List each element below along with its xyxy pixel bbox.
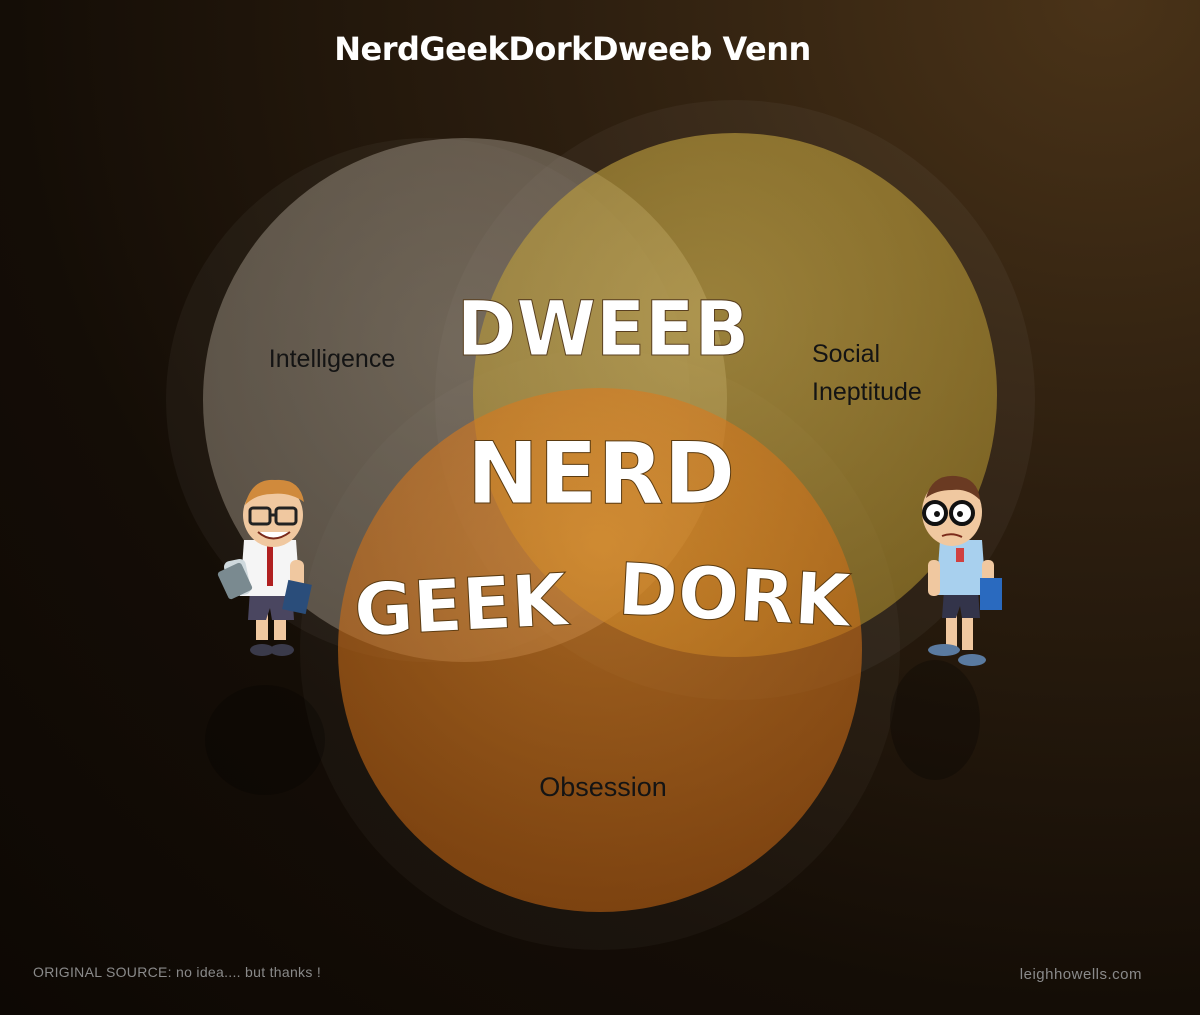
social-label-line2: Ineptitude — [812, 378, 922, 406]
geek-label: GEEK — [352, 557, 572, 652]
source-note: ORIGINAL SOURCE: no idea.... but thanks … — [33, 964, 322, 980]
social-label-line1: Social — [812, 340, 880, 368]
obsession-circle — [338, 388, 862, 912]
dork-label: DORK — [616, 547, 854, 643]
geek-character-illustration — [205, 479, 325, 795]
credit-link[interactable]: leighhowells.com — [1019, 966, 1142, 983]
dork-character-illustration — [890, 475, 1002, 780]
intelligence-label: Intelligence — [269, 345, 395, 373]
page-title: NerdGeekDorkDweeb Venn — [334, 30, 811, 68]
obsession-label: Obsession — [539, 772, 667, 802]
dweeb-label: DWEEB — [457, 285, 749, 373]
nerd-label: NERD — [467, 424, 735, 524]
